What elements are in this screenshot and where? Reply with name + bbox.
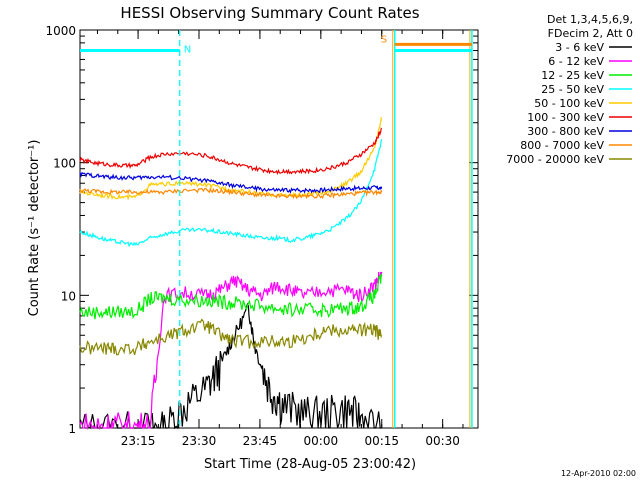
series-line-2 <box>79 273 383 320</box>
y-tick-label: 1000 <box>45 24 76 38</box>
plot-frame <box>79 29 479 429</box>
state-label-0: N <box>184 45 191 56</box>
x-tick-label: 23:45 <box>243 434 278 448</box>
series-line-8 <box>79 318 383 356</box>
legend-label-7: 800 - 7000 keV <box>520 139 604 152</box>
legend-label-4: 50 - 100 keV <box>534 97 604 110</box>
series-layer <box>79 116 383 431</box>
series-line-6 <box>79 171 383 194</box>
chart-title: HESSI Observing Summary Count Rates <box>120 4 419 22</box>
legend-header-line: Det 1,3,4,5,6,9, <box>547 13 633 26</box>
series-line-7 <box>79 187 383 200</box>
x-tick-label: 00:15 <box>364 434 399 448</box>
legend-label-8: 7000 - 20000 keV <box>506 153 604 166</box>
x-tick-label: 23:30 <box>182 434 217 448</box>
series-line-0 <box>79 302 382 430</box>
series-line-1 <box>79 271 383 431</box>
plot-axes: 1 10 100 1000 23:15 23:30 23:45 00:00 00:15 00:30 <box>45 24 479 448</box>
legend-label-6: 300 - 800 keV <box>527 125 604 138</box>
x-axis-label: Start Time (28-Aug-05 23:00:42) <box>204 457 416 472</box>
y-tick-label: 1 <box>68 422 76 436</box>
y-tick-label: 100 <box>53 157 76 171</box>
legend-label-2: 12 - 25 keV <box>541 69 604 82</box>
footer-date: 12-Apr-2010 02:00 <box>561 469 636 478</box>
x-tick-label: 00:30 <box>425 434 460 448</box>
legend: Det 1,3,4,5,6,9,FDecim 2, Att 03 - 6 keV… <box>506 13 633 166</box>
series-line-4 <box>79 116 383 201</box>
legend-label-0: 3 - 6 keV <box>555 41 604 54</box>
state-marks: NS <box>80 30 473 428</box>
legend-label-3: 25 - 50 keV <box>541 83 604 96</box>
series-line-5 <box>79 127 383 176</box>
legend-label-1: 6 - 12 keV <box>548 55 604 68</box>
legend-header-line: FDecim 2, Att 0 <box>548 27 633 40</box>
x-tick-label: 23:15 <box>121 434 156 448</box>
series-line-3 <box>79 139 383 248</box>
state-label-1: S <box>381 34 387 45</box>
y-axis-label: Count Rate (s⁻¹ detector⁻¹) <box>27 140 42 317</box>
x-tick-label: 00:00 <box>304 434 339 448</box>
y-tick-label: 10 <box>61 289 76 303</box>
legend-label-5: 100 - 300 keV <box>527 111 604 124</box>
